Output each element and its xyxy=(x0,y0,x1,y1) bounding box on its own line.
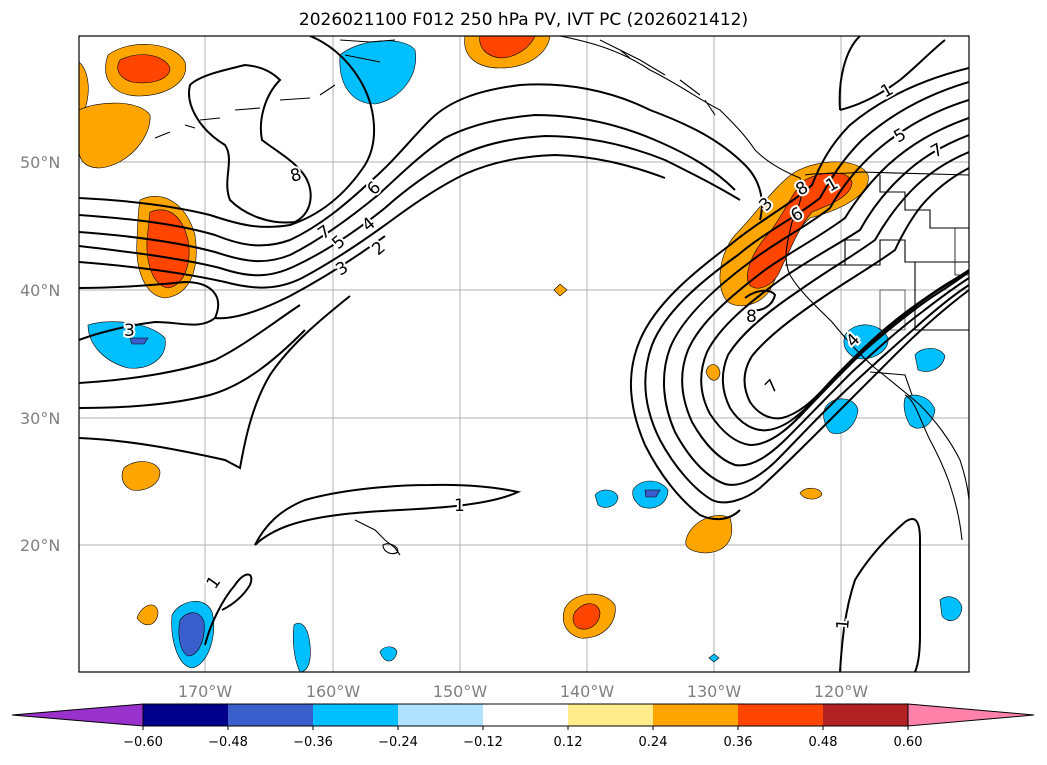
colorbar-tick-label: −0.36 xyxy=(293,735,333,750)
ivt-anomaly-negative xyxy=(379,646,398,662)
colorbar-tick-label: 0.12 xyxy=(554,735,583,750)
colorbar-bin xyxy=(313,704,398,726)
ivt-anomaly-positive xyxy=(136,604,159,626)
contour-label: 1 xyxy=(454,496,465,516)
lon-label: 170°W xyxy=(178,682,233,701)
colorbar-extend-low xyxy=(11,703,144,727)
colorbar-extend-high xyxy=(907,703,1035,727)
ivt-anomaly-positive xyxy=(479,36,536,59)
ivt-anomaly-negative xyxy=(939,596,963,621)
ivt-anomaly-negative xyxy=(129,337,149,345)
lat-label: 20°N xyxy=(20,536,60,555)
colorbar-tick-label: 0.36 xyxy=(724,735,753,750)
gridlines xyxy=(79,36,969,672)
ivt-anomaly-positive xyxy=(117,54,171,84)
ivt-anomaly-negative xyxy=(87,321,166,369)
colorbar-tick-label: −0.24 xyxy=(378,735,418,750)
pv-contour xyxy=(79,304,301,384)
pv-contour xyxy=(700,134,969,447)
coastlines xyxy=(154,36,969,556)
pv-contour xyxy=(79,113,736,263)
lon-label: 120°W xyxy=(814,682,869,701)
contour-label: 8 xyxy=(746,307,757,327)
colorbar-tick-label: −0.12 xyxy=(463,735,503,750)
pv-contour xyxy=(204,573,253,646)
colorbar-bin xyxy=(143,704,228,726)
ivt-shading xyxy=(79,36,963,672)
pv-contour xyxy=(838,36,861,111)
ivt-anomaly-negative xyxy=(594,489,619,508)
colorbar-bin xyxy=(483,704,568,726)
colorbar-tick-label: 0.60 xyxy=(894,735,923,750)
lon-label: 150°W xyxy=(433,682,488,701)
ivt-anomaly-negative xyxy=(644,489,661,498)
pv-contour xyxy=(839,39,946,111)
ivt-anomaly-negative xyxy=(292,622,311,672)
pv-contour xyxy=(839,518,922,672)
pv-contour xyxy=(79,134,741,277)
colorbar-tick-label: 0.24 xyxy=(639,735,668,750)
ivt-anomaly-positive xyxy=(121,461,161,491)
pv-contour xyxy=(79,36,376,228)
ivt-anomaly-positive xyxy=(572,603,601,630)
pv-contour xyxy=(630,67,969,521)
colorbar-tick-label: −0.60 xyxy=(123,735,163,750)
lat-label: 40°N xyxy=(20,281,60,300)
colorbar-bin xyxy=(823,704,908,726)
pv-contour xyxy=(681,117,969,467)
lon-label: 160°W xyxy=(306,682,361,701)
colorbar-bin xyxy=(568,704,653,726)
contour-label: 1 xyxy=(833,618,854,631)
ivt-anomaly-negative xyxy=(823,398,859,434)
colorbar-bin xyxy=(228,704,313,726)
lon-label: 140°W xyxy=(560,682,615,701)
colorbar-bin xyxy=(653,704,738,726)
pv-contours xyxy=(79,36,969,672)
colorbar-tick-label: −0.48 xyxy=(208,735,248,750)
colorbar-bin xyxy=(398,704,483,726)
pv-contour xyxy=(644,81,969,504)
pv-contour xyxy=(744,289,777,312)
colorbar-tick-label: 0.48 xyxy=(809,735,838,750)
pv-contour xyxy=(254,483,522,546)
ivt-anomaly-positive xyxy=(79,102,151,169)
pv-contour xyxy=(722,151,969,432)
ivt-anomaly-positive xyxy=(705,364,721,381)
lat-label: 50°N xyxy=(20,153,60,172)
pv-contour xyxy=(79,83,763,247)
colorbar-bin xyxy=(738,704,823,726)
ivt-anomaly-positive xyxy=(553,283,568,297)
pv-contour xyxy=(79,317,216,341)
longitude-labels: 170°W 160°W 150°W 140°W 130°W 120°W xyxy=(178,682,869,701)
ivt-anomaly-negative xyxy=(178,612,205,657)
pv-contour xyxy=(188,63,312,224)
ivt-anomaly-negative xyxy=(914,348,946,372)
pv-contour xyxy=(79,153,666,289)
pv-contour xyxy=(79,295,351,470)
ivt-anomaly-negative xyxy=(708,653,720,663)
lon-label: 130°W xyxy=(687,682,742,701)
lat-label: 30°N xyxy=(20,409,60,428)
pv-contour xyxy=(743,167,969,420)
latitude-labels: 50°N 40°N 30°N 20°N xyxy=(20,153,60,555)
pv-contour xyxy=(662,99,969,486)
pv-contour xyxy=(79,329,306,409)
ivt-anomaly-positive xyxy=(685,515,733,554)
ivt-anomaly-positive xyxy=(799,487,823,500)
map-title: 2026021100 F012 250 hPa PV, IVT PC (2026… xyxy=(298,10,749,30)
colorbar: −0.60 −0.48 −0.36 −0.24 −0.12 0.12 0.24 0.36 0.4… xyxy=(11,703,1035,750)
contour-label: 3 xyxy=(124,321,135,341)
